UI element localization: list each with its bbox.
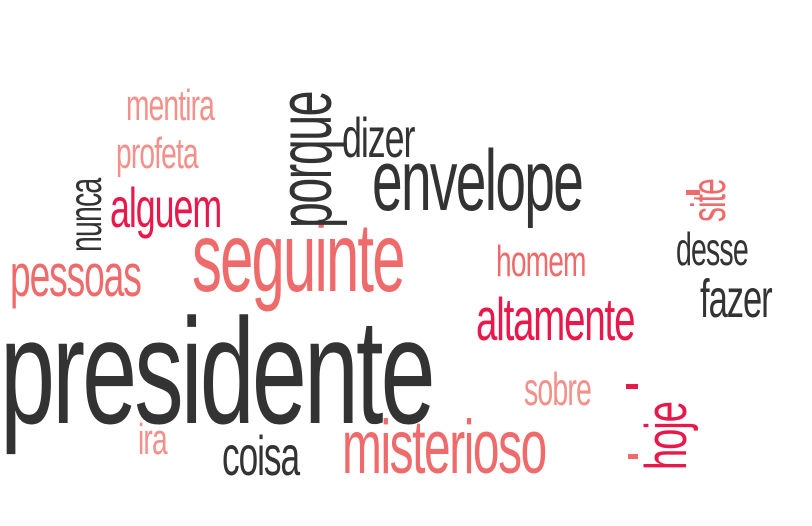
word-mentira: mentira [126,81,215,130]
word-presidente: presidente [0,287,436,455]
dash-mark [626,384,638,389]
word-porque: porque [263,91,348,228]
word-misterioso: misterioso [342,405,547,490]
word-site: site [683,179,736,222]
word-coisa: coisa [222,424,300,487]
word-sobre: sobre [524,363,592,415]
word-hoje: hoje [634,402,699,470]
word-ira: ira [138,415,168,464]
word-alguem: alguem [110,176,222,239]
dash-mark [628,454,638,459]
word-fazer: fazer [700,269,773,329]
word-homem: homem [496,237,587,286]
word-seguinte: seguinte [192,202,405,312]
word-envelope: envelope [372,133,584,229]
dash-mark [686,190,700,195]
word-dizer: dizer [342,106,415,169]
word-pessoas: pessoas [10,242,142,309]
word-nunca: nunca [59,178,111,252]
word-profeta: profeta [116,129,199,178]
word-altamente: altamente [476,286,635,353]
word-desse: desse [676,223,749,275]
